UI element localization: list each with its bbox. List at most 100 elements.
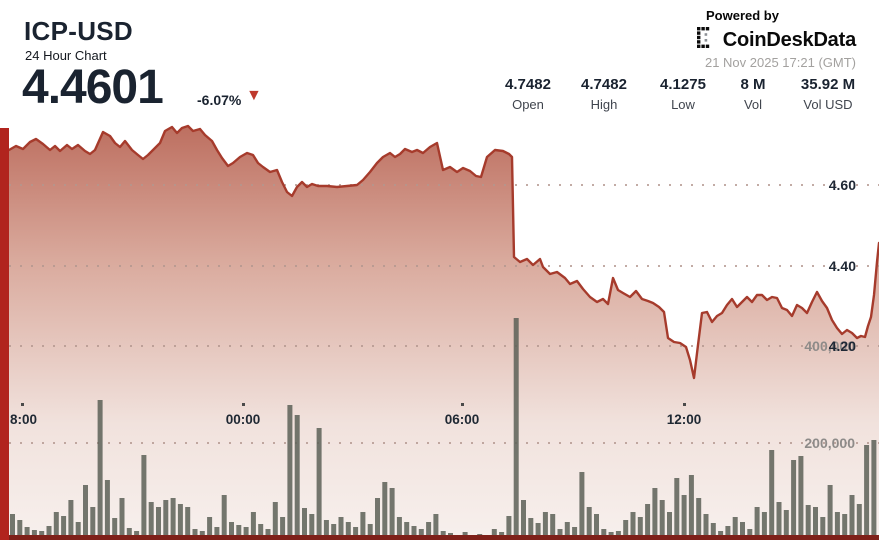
price-axis-label: 4.40	[828, 258, 856, 274]
stat-vol-usd-label: Vol USD	[803, 97, 853, 112]
volume-bar	[396, 517, 402, 540]
volume-bar	[411, 526, 417, 540]
volume-bar	[148, 502, 154, 540]
volume-bar	[185, 507, 191, 540]
volume-bar	[353, 527, 359, 540]
volume-bar	[309, 514, 315, 540]
left-accent-bar	[0, 128, 9, 540]
volume-bar	[528, 518, 534, 540]
volume-bar	[740, 522, 745, 540]
x-tick	[242, 403, 245, 406]
volume-bar	[513, 318, 519, 540]
volume-bar	[827, 485, 833, 540]
volume-bar	[338, 517, 344, 540]
volume-bar	[542, 512, 548, 540]
volume-bar	[360, 512, 366, 540]
volume-bar	[572, 527, 578, 540]
volume-bar	[594, 514, 599, 540]
volume-bar	[849, 495, 855, 540]
volume-bar	[345, 522, 351, 540]
time-axis-label: 8:00	[10, 412, 38, 427]
volume-bar	[375, 498, 380, 540]
timestamp: 21 Nov 2025 17:21 (GMT)	[704, 55, 856, 70]
stat-vol-label: Vol	[743, 97, 763, 112]
bottom-accent-bar	[0, 535, 879, 540]
volume-bar	[834, 512, 840, 540]
stat-high: 4.7482 High	[559, 76, 649, 112]
volume-bar	[681, 495, 687, 540]
volume-bar	[323, 520, 329, 540]
volume-bar	[761, 512, 767, 540]
percent-change: -6.07%	[197, 92, 242, 108]
stat-vol-value: 8 M	[740, 76, 766, 93]
volume-bar	[207, 517, 213, 540]
volume-bar	[557, 529, 563, 540]
volume-bar	[61, 516, 67, 540]
volume-bar	[156, 507, 161, 540]
coindesk-data-logo[interactable]: CoinDeskData	[696, 27, 856, 53]
last-price: 4.4601	[22, 61, 164, 114]
price-area-fill	[9, 126, 879, 540]
brand-name: CoinDeskData	[722, 28, 856, 51]
volume-bar	[579, 472, 585, 540]
volume-bar	[864, 445, 870, 540]
volume-bar	[192, 529, 198, 540]
stat-low-value: 4.1275	[660, 76, 706, 93]
volume-bar	[667, 512, 672, 540]
time-axis-label: 06:00	[444, 412, 480, 427]
volume-bar	[229, 522, 234, 540]
volume-bar	[623, 520, 629, 540]
volume-bar	[17, 520, 23, 540]
volume-bar	[564, 522, 570, 540]
volume-bar	[221, 495, 227, 540]
volume-bar	[783, 510, 789, 540]
volume-bar	[426, 522, 432, 540]
volume-bar	[46, 526, 52, 540]
volume-bar	[550, 514, 556, 540]
volume-bar	[294, 415, 300, 540]
volume-bar	[703, 514, 709, 540]
volume-bar	[236, 525, 242, 540]
volume-bar	[754, 507, 760, 540]
volume-bar	[287, 405, 293, 540]
volume-bar	[659, 500, 665, 540]
volume-bar	[243, 527, 249, 540]
stat-open: 4.7482 Open	[483, 76, 573, 112]
volume-bar	[382, 482, 388, 540]
volume-bar	[535, 523, 541, 540]
volume-bar	[798, 456, 804, 540]
volume-bar	[280, 517, 286, 540]
volume-bar	[258, 524, 264, 540]
volume-bar	[404, 522, 410, 540]
volume-bar	[601, 529, 607, 540]
price-line	[7, 124, 879, 380]
volume-bar	[506, 516, 512, 540]
volume-bar	[75, 522, 81, 540]
volume-bar	[725, 526, 731, 540]
volume-bar	[250, 512, 256, 540]
stat-high-value: 4.7482	[581, 76, 627, 93]
volume-bar	[265, 529, 271, 540]
volume-bar	[710, 523, 716, 540]
volume-bar	[302, 508, 307, 540]
volume-bar	[83, 485, 88, 540]
volume-bar	[813, 507, 818, 540]
volume-bar	[820, 517, 826, 540]
stat-open-value: 4.7482	[505, 76, 551, 93]
volume-bar	[871, 440, 877, 540]
volume-bar	[696, 498, 702, 540]
volume-bar	[776, 502, 782, 540]
time-axis-label: 00:00	[225, 412, 261, 427]
volume-bar	[747, 529, 753, 540]
volume-bar	[97, 400, 103, 540]
volume-bar	[177, 504, 183, 540]
volume-bar	[389, 488, 395, 540]
volume-bar	[652, 488, 658, 540]
volume-bar	[126, 528, 132, 540]
volume-bar	[791, 460, 797, 540]
volume-bar	[141, 455, 147, 540]
volume-bar	[24, 527, 30, 540]
volume-bar	[104, 480, 110, 540]
stat-vol: 8 M Vol	[708, 76, 798, 112]
stat-low: 4.1275 Low	[638, 76, 728, 112]
